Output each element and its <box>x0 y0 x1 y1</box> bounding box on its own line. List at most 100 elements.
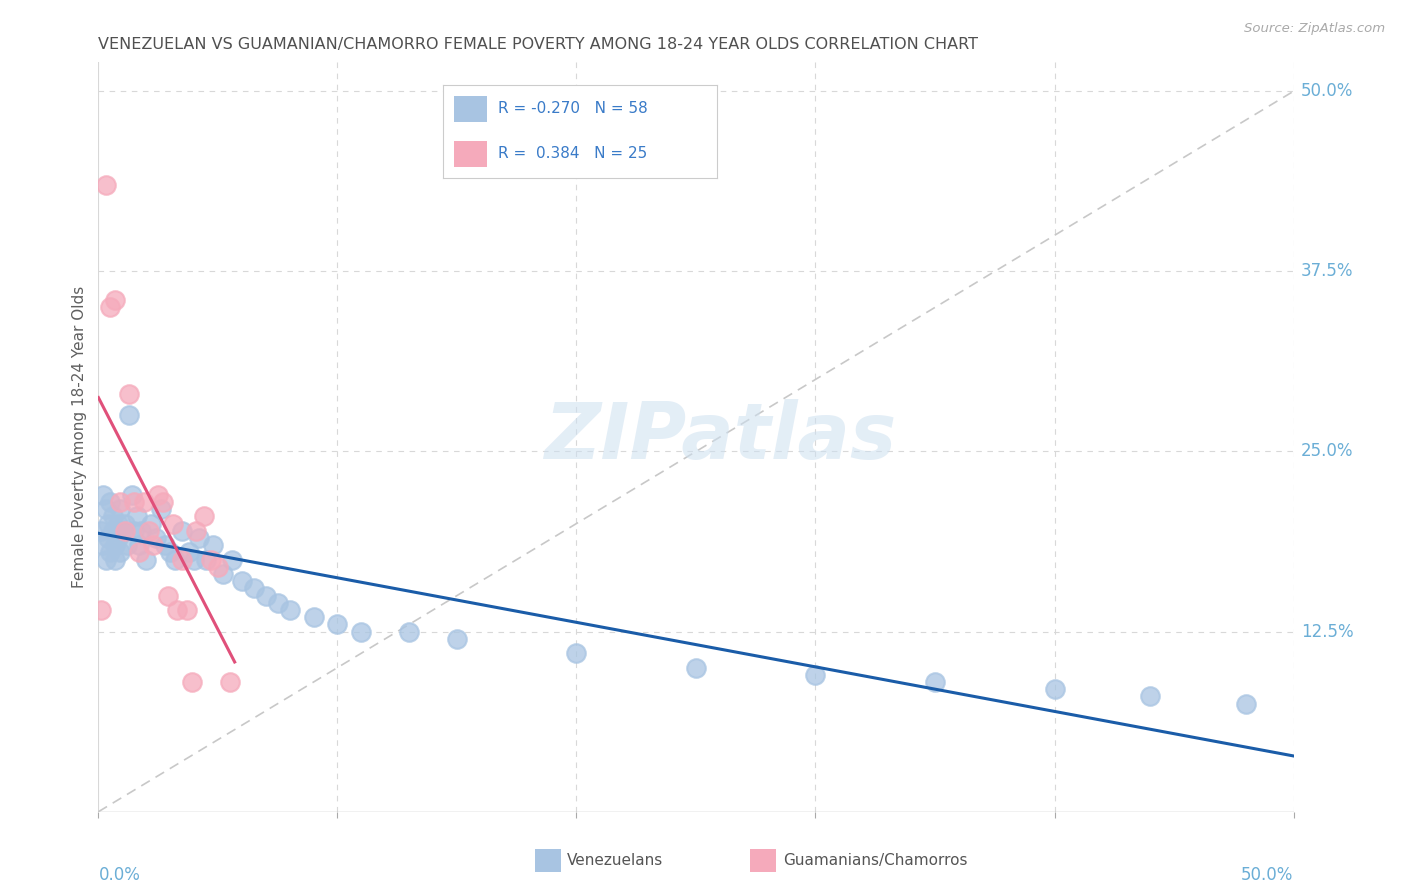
Y-axis label: Female Poverty Among 18-24 Year Olds: Female Poverty Among 18-24 Year Olds <box>72 286 87 588</box>
Point <box>211 566 233 581</box>
Point <box>139 516 162 531</box>
Point <box>179 545 201 559</box>
Point <box>97 516 120 531</box>
Point <box>166 603 188 617</box>
Point <box>94 502 117 516</box>
Point <box>124 524 146 538</box>
Point <box>202 538 225 552</box>
Point <box>163 552 186 566</box>
Text: 37.5%: 37.5% <box>1301 262 1353 280</box>
Point <box>118 409 141 423</box>
Point <box>152 495 174 509</box>
Point <box>138 524 160 538</box>
FancyBboxPatch shape <box>534 849 561 871</box>
Point <box>142 538 165 552</box>
Point <box>128 545 150 559</box>
Point <box>149 502 172 516</box>
Point <box>90 603 112 617</box>
Point <box>172 524 194 538</box>
Point <box>193 509 215 524</box>
Point <box>180 675 202 690</box>
Point <box>104 552 127 566</box>
Text: Source: ZipAtlas.com: Source: ZipAtlas.com <box>1244 22 1385 36</box>
Point <box>243 582 266 596</box>
Point <box>128 538 150 552</box>
Point <box>446 632 468 646</box>
Point <box>350 624 373 639</box>
Point <box>124 495 146 509</box>
Point <box>1234 697 1257 711</box>
Point <box>1043 682 1066 697</box>
Point <box>131 524 153 538</box>
Point <box>108 545 131 559</box>
FancyBboxPatch shape <box>454 96 486 122</box>
Point <box>135 552 157 566</box>
Text: ZIPatlas: ZIPatlas <box>544 399 896 475</box>
Text: VENEZUELAN VS GUAMANIAN/CHAMORRO FEMALE POVERTY AMONG 18-24 YEAR OLDS CORRELATIO: VENEZUELAN VS GUAMANIAN/CHAMORRO FEMALE … <box>98 37 979 52</box>
Point <box>121 488 143 502</box>
Point <box>94 552 117 566</box>
Point <box>101 509 124 524</box>
Point <box>183 552 205 566</box>
Point <box>326 617 349 632</box>
Point <box>114 524 136 538</box>
Point <box>114 516 136 531</box>
Point <box>302 610 325 624</box>
Point <box>804 668 827 682</box>
FancyBboxPatch shape <box>454 141 486 167</box>
Point <box>94 178 117 192</box>
Point <box>107 516 129 531</box>
Text: 12.5%: 12.5% <box>1301 623 1354 640</box>
Point <box>101 524 124 538</box>
Point <box>187 531 209 545</box>
Point <box>231 574 253 589</box>
Point <box>108 502 131 516</box>
Point <box>200 552 222 566</box>
Point <box>207 559 229 574</box>
Point <box>107 531 129 545</box>
Point <box>115 538 138 552</box>
Point <box>104 293 127 308</box>
Point <box>156 589 179 603</box>
Point <box>108 495 131 509</box>
Point <box>195 552 218 566</box>
Point <box>1139 690 1161 704</box>
Point <box>172 552 194 566</box>
Point <box>145 531 167 545</box>
Text: 25.0%: 25.0% <box>1301 442 1353 460</box>
Text: 50.0%: 50.0% <box>1241 866 1294 885</box>
Text: R =  0.384   N = 25: R = 0.384 N = 25 <box>498 146 647 161</box>
Point <box>221 552 243 566</box>
Text: 50.0%: 50.0% <box>1301 82 1353 100</box>
Text: Venezuelans: Venezuelans <box>567 853 664 868</box>
Point <box>924 675 946 690</box>
Point <box>685 660 707 674</box>
Point <box>97 531 120 545</box>
Point <box>162 516 184 531</box>
Point <box>565 646 588 660</box>
Text: Guamanians/Chamorros: Guamanians/Chamorros <box>783 853 967 868</box>
Text: R = -0.270   N = 58: R = -0.270 N = 58 <box>498 101 648 116</box>
Point <box>91 538 114 552</box>
Point <box>118 387 141 401</box>
Point <box>278 603 301 617</box>
FancyBboxPatch shape <box>749 849 776 871</box>
Point <box>254 589 277 603</box>
Point <box>90 524 112 538</box>
Point <box>104 538 127 552</box>
Point <box>159 545 181 559</box>
Point <box>267 596 290 610</box>
Point <box>98 301 122 315</box>
Point <box>176 603 198 617</box>
Point <box>91 488 114 502</box>
Point <box>186 524 208 538</box>
Point <box>132 495 155 509</box>
Point <box>148 488 170 502</box>
Point <box>155 538 177 552</box>
Point <box>98 495 122 509</box>
Text: 0.0%: 0.0% <box>98 866 141 885</box>
Point <box>98 545 122 559</box>
Point <box>219 675 242 690</box>
Point <box>398 624 420 639</box>
Point <box>125 509 148 524</box>
